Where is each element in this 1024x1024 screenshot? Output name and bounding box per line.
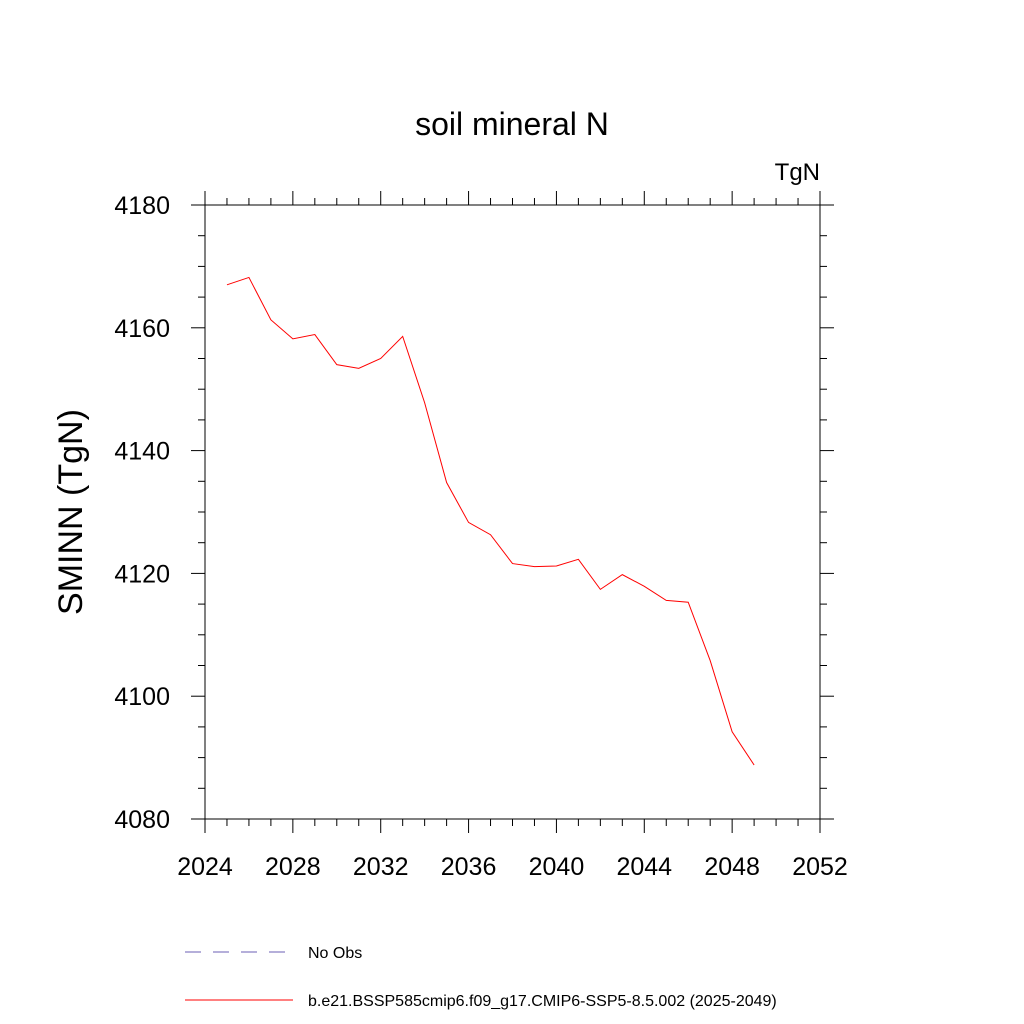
series-layer — [226, 276, 755, 766]
x-tick-label: 2028 — [265, 853, 321, 881]
legend-label: No Obs — [308, 945, 362, 962]
y-tick-label: 4100 — [114, 683, 170, 711]
units-label: TgN — [775, 159, 820, 186]
y-tick-label: 4120 — [114, 560, 170, 588]
x-tick-label: 2024 — [177, 853, 233, 881]
y-tick-label: 4080 — [114, 806, 170, 834]
legend-label: b.e21.BSSP585cmip6.f09_g17.CMIP6-SSP5-8.… — [308, 993, 777, 1010]
y-axis-label: SMINN (TgN) — [52, 409, 90, 615]
chart-title: soil mineral N — [415, 106, 609, 142]
x-tick-label: 2036 — [441, 853, 497, 881]
series-line — [226, 276, 755, 766]
tick-labels: 2024 2028 2032 2036 2040 2044 2048 2052 4080 4100… — [114, 192, 847, 881]
y-tick-label: 4140 — [114, 438, 170, 466]
x-tick-label: 2032 — [353, 853, 409, 881]
axis-ticks — [191, 191, 834, 833]
plot-frame — [204, 204, 821, 820]
y-tick-label: 4180 — [114, 192, 170, 220]
y-tick-label: 4160 — [114, 315, 170, 343]
x-tick-label: 2040 — [529, 853, 585, 881]
x-tick-label: 2052 — [792, 853, 848, 881]
legend: No Obs b.e21.BSSP585cmip6.f09_g17.CMIP6-S… — [185, 945, 777, 1010]
x-tick-label: 2048 — [704, 853, 760, 881]
x-tick-label: 2044 — [616, 853, 672, 881]
